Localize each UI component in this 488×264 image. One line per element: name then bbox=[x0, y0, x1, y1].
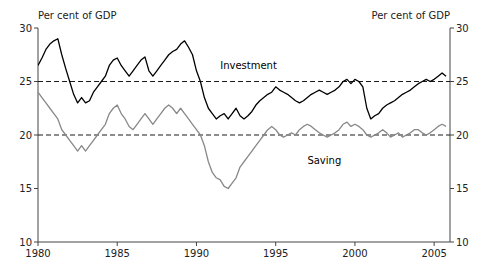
x-tick-label: 1990 bbox=[184, 248, 209, 259]
x-tick-label: 2005 bbox=[421, 248, 446, 259]
y-tick-label: 10 bbox=[19, 237, 32, 248]
y2-tick-label: 10 bbox=[456, 237, 469, 248]
y2-tick-label: 20 bbox=[456, 130, 469, 141]
y2-tick-label: 30 bbox=[456, 23, 469, 34]
plot-area bbox=[38, 39, 450, 189]
y-tick-label: 20 bbox=[19, 130, 32, 141]
y2-axis-label: Per cent of GDP bbox=[371, 10, 450, 21]
x-tick bbox=[354, 242, 355, 246]
y2-tick bbox=[450, 135, 454, 136]
y-tick-label: 25 bbox=[19, 76, 32, 87]
y-tick bbox=[34, 242, 38, 243]
y-axis-label: Per cent of GDP bbox=[38, 10, 117, 21]
y2-tick bbox=[450, 242, 454, 243]
x-axis-line bbox=[38, 242, 450, 243]
x-tick-label: 2000 bbox=[342, 248, 367, 259]
y2-tick-label: 25 bbox=[456, 76, 469, 87]
y2-tick bbox=[450, 188, 454, 189]
chart: 10 15 20 25 30 10 15 20 25 30 1980 1985 1990 1995 2000… bbox=[0, 0, 488, 264]
series-line bbox=[38, 92, 446, 188]
x-tick bbox=[38, 242, 39, 246]
x-tick-label: 1985 bbox=[105, 248, 130, 259]
reference-line bbox=[38, 81, 450, 82]
x-tick bbox=[434, 242, 435, 246]
y-tick-label: 15 bbox=[19, 183, 32, 194]
annotation: Investment bbox=[220, 60, 277, 71]
y-tick-label: 30 bbox=[19, 23, 32, 34]
y-tick bbox=[34, 81, 38, 82]
texts: 10 15 20 25 30 10 15 20 25 30 1980 1985 1990 1995 2000… bbox=[19, 10, 468, 259]
y2-tick-label: 15 bbox=[456, 183, 469, 194]
y2-tick bbox=[450, 28, 454, 29]
x-tick-label: 1980 bbox=[25, 248, 50, 259]
x-tick-label: 1995 bbox=[263, 248, 288, 259]
y-tick bbox=[34, 28, 38, 29]
y2-tick bbox=[450, 81, 454, 82]
x-tick bbox=[196, 242, 197, 246]
x-tick bbox=[275, 242, 276, 246]
y-tick bbox=[34, 188, 38, 189]
series-line bbox=[38, 39, 446, 119]
annotation: Saving bbox=[307, 155, 341, 166]
y-tick bbox=[34, 135, 38, 136]
axes bbox=[34, 28, 454, 246]
x-tick bbox=[117, 242, 118, 246]
